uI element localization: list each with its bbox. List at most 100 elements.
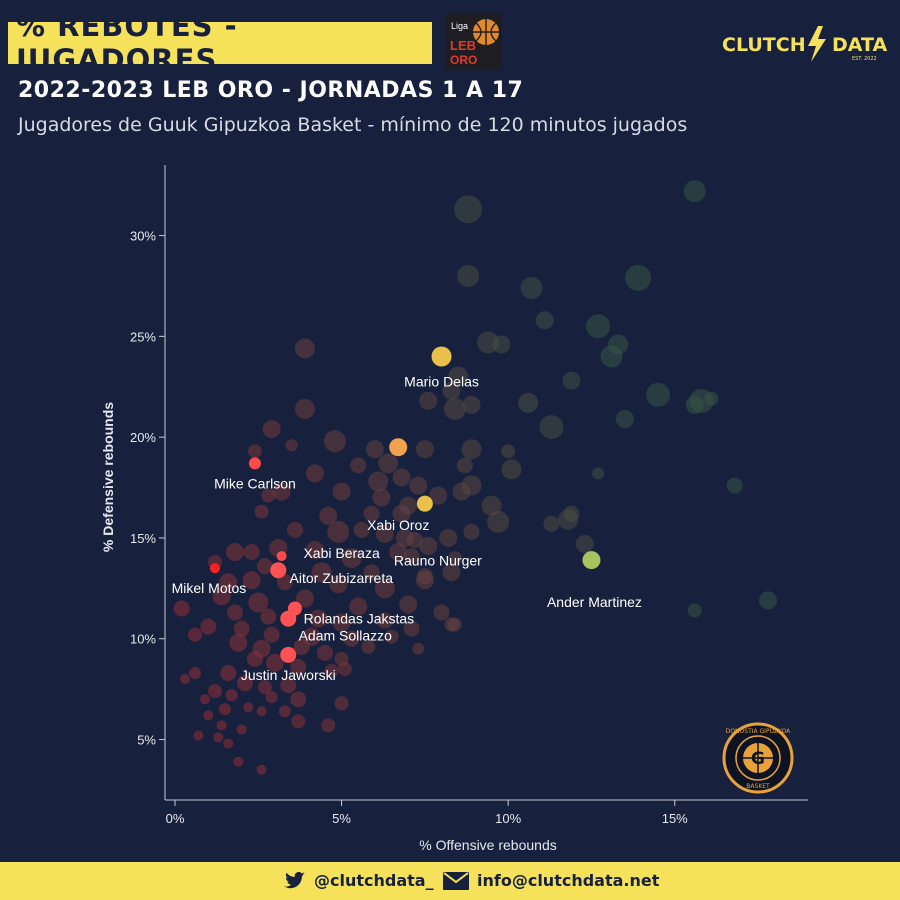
point-50 [429,486,448,505]
point-151 [759,591,778,610]
point-80 [256,558,273,575]
point-142 [236,724,247,735]
highlight-point-8 [280,610,297,627]
point-19 [518,392,539,413]
point-101 [332,613,351,632]
point-45 [272,482,291,501]
point-46 [332,482,351,501]
point-93 [295,589,314,608]
email-link[interactable]: info@clutchdata.net [443,871,659,890]
twitter-handle: @clutchdata_ [314,871,434,890]
point-label-10: Ander Martinez [547,594,642,610]
point-label-0: Mario Delas [404,374,479,390]
point-21 [443,397,466,420]
x-tick-label-1: 5% [332,811,351,826]
point-74 [341,548,362,569]
point-136 [218,703,231,716]
chart-description: Jugadores de Guuk Gipuzkoa Basket - míni… [18,114,688,136]
point-1 [454,195,483,224]
highlight-point-4 [276,551,287,562]
point-130 [207,684,222,699]
point-15 [646,382,671,407]
point-141 [216,720,227,731]
point-87 [329,575,348,594]
twitter-link[interactable]: @clutchdata_ [284,871,434,890]
x-ticks: 0% 5% 10% 15% [166,800,688,826]
point-33 [285,439,298,452]
point-138 [256,706,267,717]
email-address: info@clutchdata.net [477,871,660,890]
point-36 [378,453,399,474]
y-tick-label-4: 25% [130,329,156,344]
point-118 [412,642,425,655]
point-98 [226,604,243,621]
point-58 [543,515,560,532]
point-150 [687,603,702,618]
brand-right: DATA [832,34,887,56]
highlight-point-9 [280,646,297,663]
point-139 [278,705,291,718]
point-128 [280,677,297,694]
point-127 [257,680,272,695]
x-tick-label-2: 10% [495,811,521,826]
point-108 [343,630,360,647]
point-145 [193,730,204,741]
point-25 [615,410,634,428]
point-81 [311,562,332,583]
league-logo: Liga LEB ORO [446,14,502,70]
point-132 [265,691,278,704]
point-label-6: Aitor Zubizarreta [290,570,394,586]
point-2 [457,264,480,287]
point-label-9: Justin Jaworski [241,667,336,683]
point-5 [586,314,611,339]
point-62 [327,520,350,543]
background-points [173,180,778,775]
y-tick-label-0: 5% [137,733,156,748]
point-10 [492,335,511,354]
point-34 [501,459,522,480]
chart-subtitle: 2022-2023 LEB ORO - JORNADAS 1 A 17 [18,78,524,103]
highlight-point-1 [389,438,408,457]
highlight-point-3 [248,457,261,470]
point-0 [683,180,706,203]
point-70 [225,543,244,562]
point-69 [575,534,594,553]
point-89 [415,571,434,590]
point-125 [220,665,237,681]
point-148 [233,756,244,767]
point-88 [374,578,395,599]
point-61 [286,521,303,538]
x-axis-label: % Offensive rebounds [419,837,557,853]
league-logo-leb: LEB [450,38,476,53]
point-97 [173,600,190,617]
point-129 [179,674,190,685]
point-68 [463,523,480,540]
point-77 [419,537,438,555]
point-55 [319,506,338,525]
point-124 [188,667,201,679]
league-logo-oro: ORO [450,53,477,67]
point-8 [600,345,623,368]
mail-icon [443,871,469,890]
point-114 [293,638,310,655]
point-134 [334,696,349,711]
point-123 [337,661,352,676]
point-12 [448,366,469,387]
point-131 [225,689,238,702]
point-143 [291,714,306,729]
point-30 [415,440,434,459]
point-110 [187,627,202,642]
point-18 [704,391,719,406]
y-axis-label: % Defensive rebounds [100,402,116,552]
point-31 [461,439,482,460]
point-60 [563,505,580,522]
point-99 [260,608,277,625]
point-96 [433,604,450,621]
y-ticks: 5% 10% 15% 20% 25% 30% [130,229,165,748]
point-24 [539,415,564,440]
point-67 [439,528,458,547]
twitter-icon [284,871,305,888]
point-92 [248,592,269,613]
footer-bar: @clutchdata_ info@clutchdata.net [0,862,900,900]
